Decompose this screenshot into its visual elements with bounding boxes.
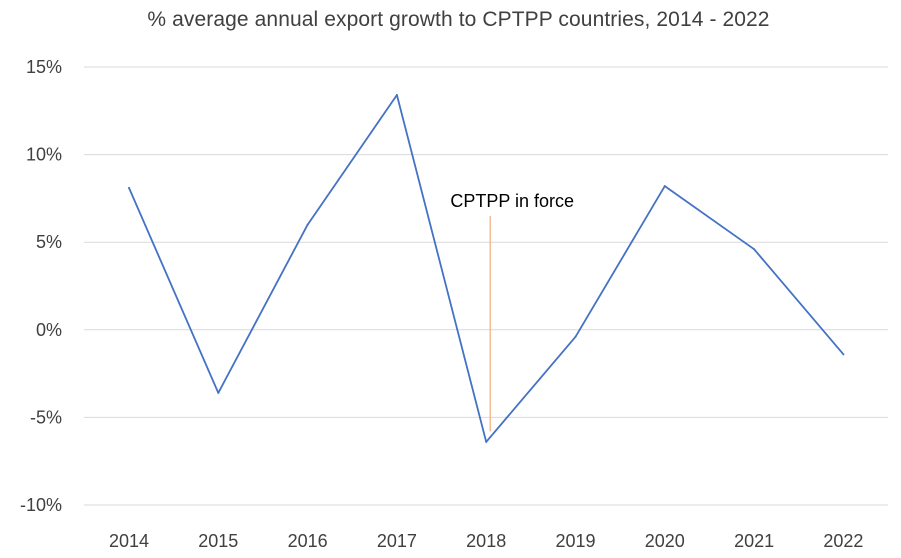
data-point (663, 185, 666, 188)
series-line (128, 94, 845, 443)
x-tick-label: 2020 (645, 531, 685, 551)
annotation-label: CPTPP in force (450, 191, 574, 211)
x-tick-label: 2019 (555, 531, 595, 551)
data-point (395, 94, 398, 97)
y-tick-label: -5% (30, 407, 62, 427)
series-layer (128, 94, 845, 443)
data-point (842, 353, 845, 356)
data-point (128, 186, 130, 189)
x-tick-label: 2021 (734, 531, 774, 551)
data-point (753, 248, 756, 251)
data-point (485, 440, 488, 443)
y-tick-label: 0% (36, 320, 62, 340)
x-tick-label: 2022 (823, 531, 863, 551)
data-point (306, 223, 309, 226)
x-tick-label: 2017 (377, 531, 417, 551)
y-tick-label: 10% (26, 145, 62, 165)
y-tick-label: -10% (20, 495, 62, 515)
data-point (574, 335, 577, 338)
y-tick-label: 15% (26, 57, 62, 77)
x-tick-label: 2015 (198, 531, 238, 551)
annotation: CPTPP in force (450, 191, 574, 432)
x-tick-label: 2016 (288, 531, 328, 551)
chart-title: % average annual export growth to CPTPP … (147, 8, 770, 31)
x-tick-label: 2014 (109, 531, 149, 551)
gridlines (84, 66, 888, 506)
x-tick-label: 2018 (466, 531, 506, 551)
x-axis-tick-labels: 2014 2015 2016 2017 2018 2019 2020 2021 2022 (109, 531, 863, 551)
data-point (217, 391, 220, 394)
y-axis-tick-labels: 15% 10% 5% 0% -5% -10% (20, 57, 62, 515)
y-tick-label: 5% (36, 232, 62, 252)
